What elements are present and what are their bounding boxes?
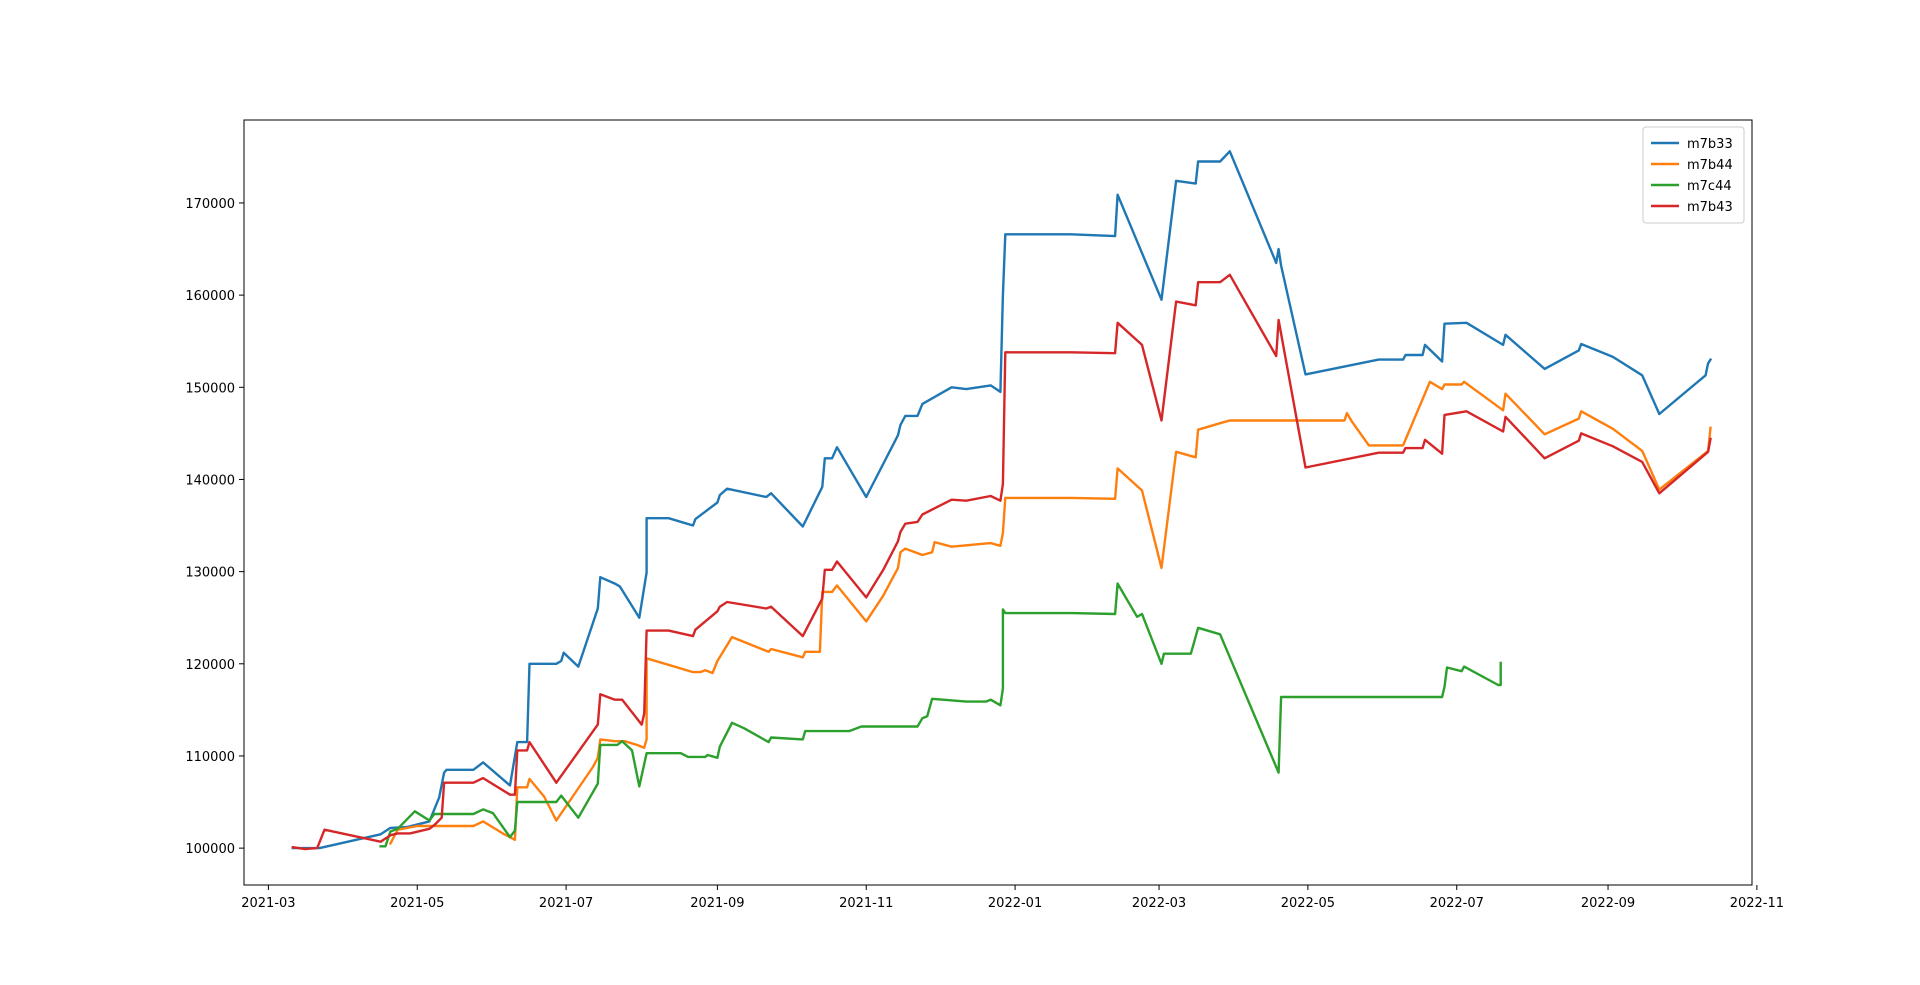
x-tick-label: 2021-03 bbox=[241, 896, 295, 911]
x-tick-label: 2022-11 bbox=[1730, 896, 1784, 911]
x-tick-label: 2022-03 bbox=[1132, 896, 1186, 911]
x-tick-label: 2021-07 bbox=[539, 896, 593, 911]
x-tick-label: 2022-07 bbox=[1430, 896, 1484, 911]
x-tick-label: 2022-01 bbox=[988, 896, 1042, 911]
legend-label-m7b44: m7b44 bbox=[1687, 158, 1733, 173]
series-line-m7b44 bbox=[388, 380, 1712, 846]
y-tick-label: 170000 bbox=[185, 197, 235, 212]
series-line-m7b43 bbox=[291, 273, 1712, 851]
y-tick-label: 120000 bbox=[185, 658, 235, 673]
y-tick-label: 160000 bbox=[185, 289, 235, 304]
x-tick-label: 2021-05 bbox=[390, 896, 444, 911]
legend-label-m7c44: m7c44 bbox=[1687, 179, 1732, 194]
legend-box bbox=[1642, 126, 1745, 224]
y-axis: 100000 110000 120000 130000 140000 150000 1600… bbox=[185, 197, 244, 857]
x-axis: 2021-03 2021-05 2021-07 2021-09 2021-11 2022-… bbox=[241, 885, 1784, 911]
x-tick-label: 2022-05 bbox=[1281, 896, 1335, 911]
y-tick-label: 150000 bbox=[185, 381, 235, 396]
y-tick-label: 110000 bbox=[185, 750, 235, 765]
x-tick-label: 2021-09 bbox=[690, 896, 744, 911]
series-layer bbox=[291, 150, 1713, 851]
series-line-m7c44 bbox=[379, 582, 1502, 848]
y-tick-label: 130000 bbox=[185, 566, 235, 581]
legend: m7b33 m7b44 m7c44 m7b43 bbox=[1642, 126, 1745, 224]
legend-label-m7b33: m7b33 bbox=[1687, 137, 1733, 152]
series-line-m7b33 bbox=[291, 150, 1713, 850]
legend-label-m7b43: m7b43 bbox=[1687, 200, 1733, 215]
x-tick-label: 2021-11 bbox=[839, 896, 893, 911]
y-tick-label: 100000 bbox=[185, 842, 235, 857]
x-tick-label: 2022-09 bbox=[1581, 896, 1635, 911]
axes-frame bbox=[243, 119, 1753, 886]
y-tick-label: 140000 bbox=[185, 473, 235, 488]
